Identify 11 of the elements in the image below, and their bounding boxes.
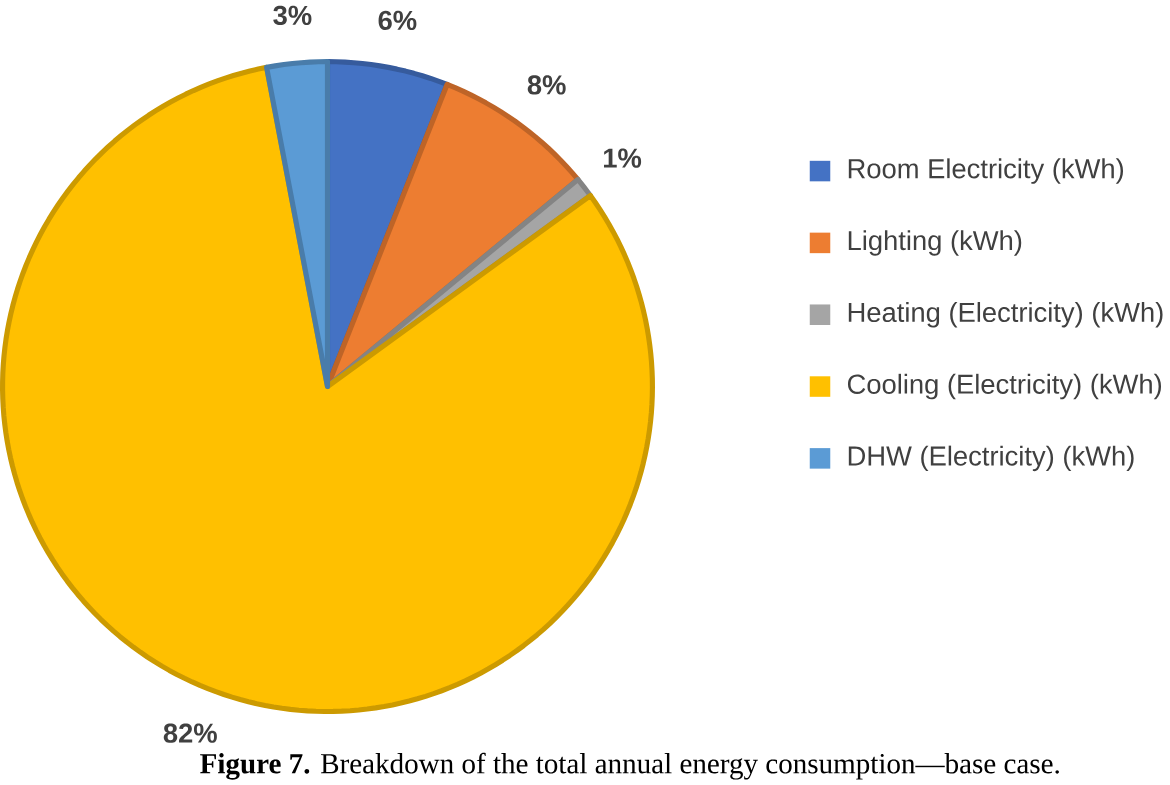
text: Figure 7. Breakdown of the total annual energy consumption—base case. <box>200 752 1059 780</box>
data-label: 1% <box>604 148 642 168</box>
legend-label: Lighting (kWh) <box>848 229 1022 256</box>
data-label: 8% <box>527 75 566 95</box>
data-label: 6% <box>378 10 417 30</box>
legend-label: Heating (Electricity) (kWh) <box>848 301 1163 328</box>
legend-label: DHW (Electricity) (kWh) <box>848 445 1134 471</box>
data-label: 82% <box>163 723 217 743</box>
legend-label: Room Electricity (kWh) <box>848 158 1124 184</box>
data-label: 3% <box>273 5 312 25</box>
legend-label: Cooling (Electricity) (kWh) <box>847 373 1162 400</box>
